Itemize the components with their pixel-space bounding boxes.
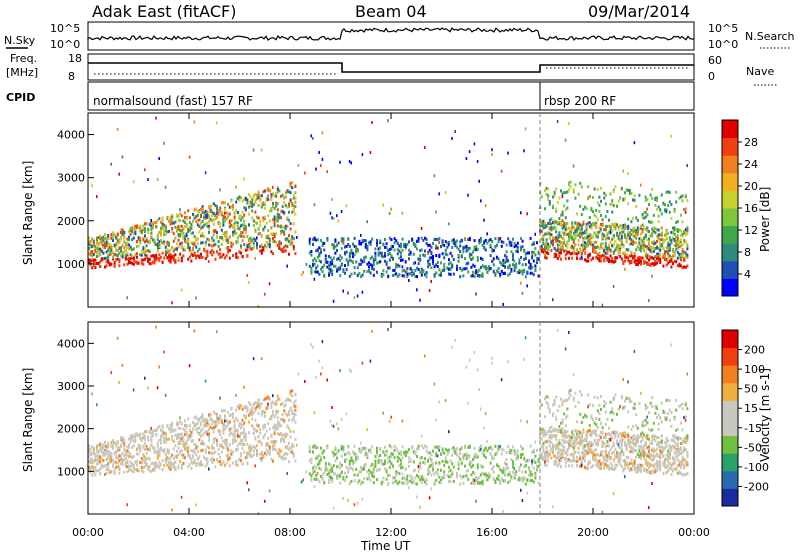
freq-tick-bottom: 8 — [68, 70, 75, 83]
colorbar-swatch — [722, 278, 738, 296]
colorbar-tick: 28 — [744, 136, 758, 149]
colorbar-swatch — [722, 436, 738, 454]
x-tick-label: 04:00 — [173, 526, 205, 539]
colorbar-swatch — [722, 348, 738, 366]
colorbar-swatch — [722, 471, 738, 489]
nave-label: Nave — [746, 65, 774, 78]
power-colorbar: 28 24 20 16 12 8 4 — [722, 120, 758, 297]
colorbar-swatch — [722, 138, 738, 156]
nave-tick-top: 60 — [708, 54, 722, 67]
station-title: Adak East (fitACF) — [92, 2, 236, 21]
y-tick-label: 3000 — [57, 172, 85, 185]
colorbar-tick: 4 — [744, 268, 751, 281]
x-tick-label: 00:00 — [678, 526, 710, 539]
freq-panel: Freq. [MHz] 18 8 60 0 Nave — [6, 52, 778, 85]
colorbar-swatch — [722, 190, 738, 208]
colorbar-swatch — [722, 418, 738, 436]
colorbar-swatch — [722, 365, 738, 383]
colorbar-tick: 12 — [744, 224, 758, 237]
freq-unit: [MHz] — [6, 66, 38, 79]
colorbar-tick: 20 — [744, 180, 758, 193]
nsky-label: N.Sky — [4, 34, 36, 47]
date-title: 09/Mar/2014 — [588, 2, 690, 21]
beam-title: Beam 04 — [355, 2, 427, 21]
cpid-segment-2: rbsp 200 RF — [544, 94, 616, 108]
y-tick-label: 2000 — [57, 215, 85, 228]
y-tick-label: 1000 — [57, 465, 85, 478]
cpid-panel: CPID normalsound (fast) 157 RF rbsp 200 … — [6, 82, 694, 110]
freq-tick-top: 18 — [68, 52, 82, 65]
x-tick-label: 20:00 — [577, 526, 609, 539]
cpid-label: CPID — [6, 91, 35, 104]
nsearch-tick-top: 10^5 — [708, 22, 738, 35]
nsky-tick-top: 10^5 — [50, 22, 80, 35]
x-axis-label: Time UT — [360, 539, 411, 553]
y-tick-label: 4000 — [57, 129, 85, 142]
nsearch-tick-bottom: 10^0 — [708, 38, 738, 51]
x-tick-label: 16:00 — [476, 526, 508, 539]
y-tick-label: 1000 — [57, 258, 85, 271]
colorbar-swatch — [722, 155, 738, 173]
colorbar-tick: 15 — [744, 402, 758, 415]
x-tick-label: 00:00 — [72, 526, 104, 539]
colorbar-swatch — [722, 226, 738, 244]
colorbar-swatch — [722, 173, 738, 191]
nsky-trace — [88, 28, 694, 40]
cpid-segment-1: normalsound (fast) 157 RF — [93, 94, 253, 108]
freq-label: Freq. — [10, 52, 37, 65]
velocity-y-axis-label: Slant Range [km] — [21, 368, 35, 472]
colorbar-tick: 16 — [744, 202, 758, 215]
colorbar-tick: 24 — [744, 158, 758, 171]
x-tick-label: 08:00 — [274, 526, 306, 539]
nsearch-label: N.Search — [745, 30, 795, 43]
nave-trace — [94, 68, 690, 74]
colorbar-swatch — [722, 120, 738, 138]
colorbar-swatch — [722, 383, 738, 401]
nsky-tick-bottom: 10^0 — [50, 38, 80, 51]
velocity-panel — [88, 322, 694, 515]
colorbar-swatch — [722, 330, 738, 348]
y-tick-label: 3000 — [57, 380, 85, 393]
colorbar-tick: -200 — [744, 480, 769, 493]
colorbar-swatch — [722, 488, 738, 506]
x-tick-label: 12:00 — [375, 526, 407, 539]
colorbar-swatch — [722, 261, 738, 279]
power-colorbar-label: Power [dB] — [758, 187, 772, 252]
colorbar-tick: 50 — [744, 383, 758, 396]
colorbar-tick: 8 — [744, 246, 751, 259]
colorbar-tick: 200 — [744, 344, 765, 357]
y-tick-label: 2000 — [57, 423, 85, 436]
nave-tick-bottom: 0 — [708, 70, 715, 83]
power-y-axis-label: Slant Range [km] — [21, 161, 35, 265]
colorbar-swatch — [722, 453, 738, 471]
power-panel — [88, 113, 694, 308]
y-tick-label: 4000 — [57, 337, 85, 350]
colorbar-swatch — [722, 208, 738, 226]
colorbar-swatch — [722, 400, 738, 418]
velocity-colorbar-label: Velocity [m s-1] — [758, 368, 772, 462]
colorbar-swatch — [722, 243, 738, 261]
nsky-panel: N.Sky 10^5 10^0 10^5 10^0 N.Search — [4, 22, 795, 51]
